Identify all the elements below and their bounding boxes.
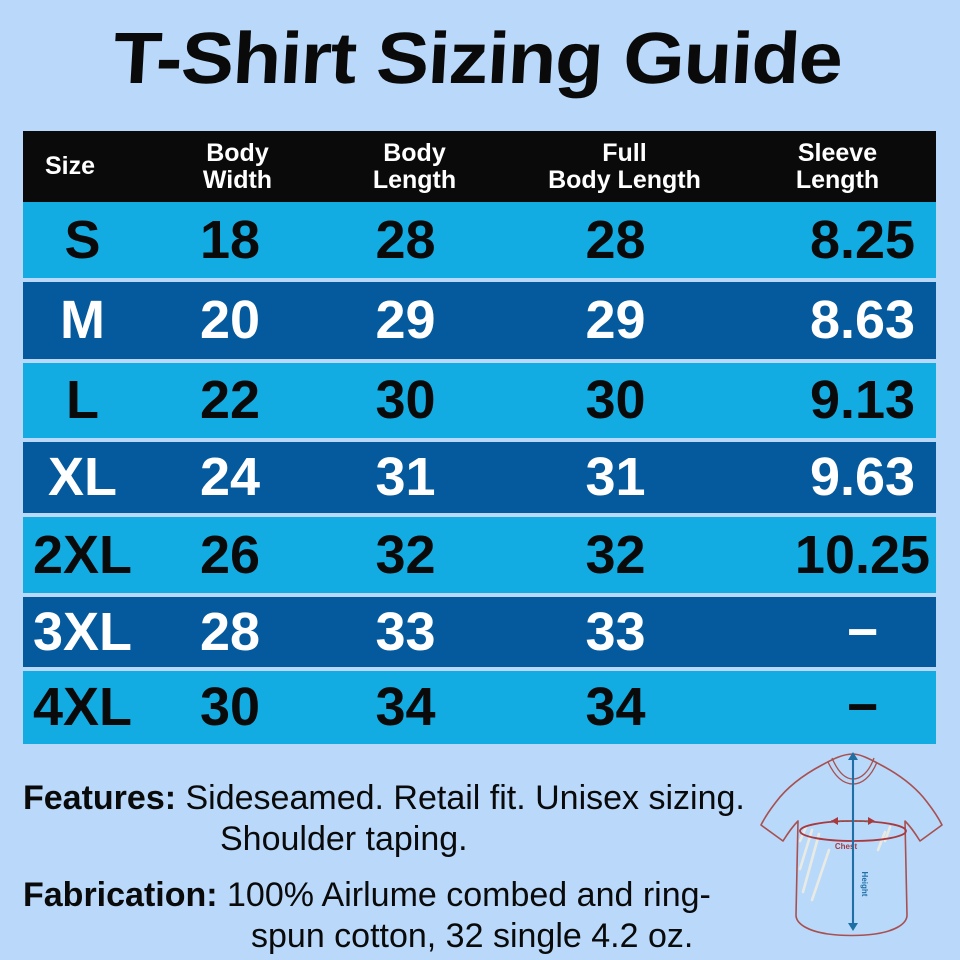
svg-text:Chest: Chest (835, 842, 858, 851)
svg-text:Height: Height (860, 872, 869, 897)
